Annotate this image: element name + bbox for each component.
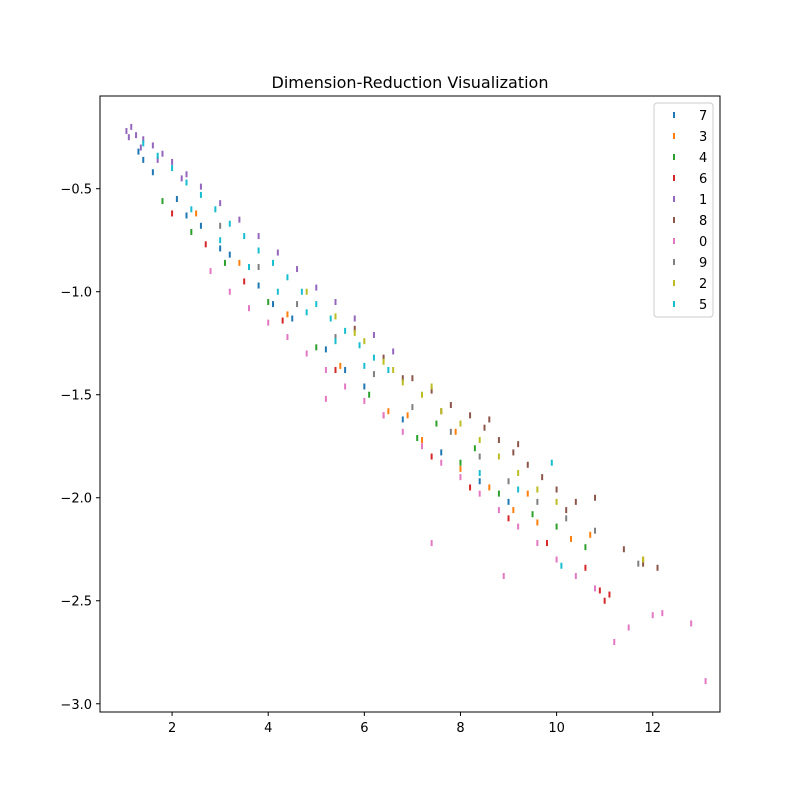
y-tick-label: −1.5 [60, 389, 92, 404]
axes-frame [99, 95, 721, 713]
legend-label-1: 1 [699, 193, 707, 208]
legend-label-6: 6 [699, 172, 707, 187]
legend-frame [653, 102, 714, 318]
legend-label-3: 3 [699, 130, 707, 145]
legend-label-4: 4 [699, 151, 707, 166]
y-tick-label: −1.0 [60, 286, 92, 301]
y-tick-label: −0.5 [60, 183, 92, 198]
legend: 7 3 4 6 1 8 0 9 2 5 [653, 102, 714, 318]
y-tick-label: −3.0 [60, 698, 92, 713]
x-axis: 2 4 6 8 10 12 [168, 712, 661, 736]
legend-label-9: 9 [699, 256, 707, 271]
x-tick-label: 2 [168, 721, 176, 736]
y-axis: −0.5 −1.0 −1.5 −2.0 −2.5 −3.0 [60, 183, 100, 713]
y-tick-label: −2.0 [60, 492, 92, 507]
x-tick-label: 12 [644, 721, 661, 736]
y-tick-label: −2.5 [60, 595, 92, 610]
legend-label-7: 7 [699, 109, 707, 124]
legend-label-0: 0 [699, 235, 707, 250]
x-tick-label: 4 [264, 721, 272, 736]
legend-label-8: 8 [699, 214, 707, 229]
x-tick-label: 10 [548, 721, 565, 736]
points-layer [125, 123, 707, 685]
legend-label-5: 5 [699, 298, 707, 313]
x-tick-label: 6 [360, 721, 368, 736]
legend-label-2: 2 [699, 277, 707, 292]
x-tick-label: 8 [456, 721, 464, 736]
chart-title: Dimension-Reduction Visualization [272, 73, 549, 92]
